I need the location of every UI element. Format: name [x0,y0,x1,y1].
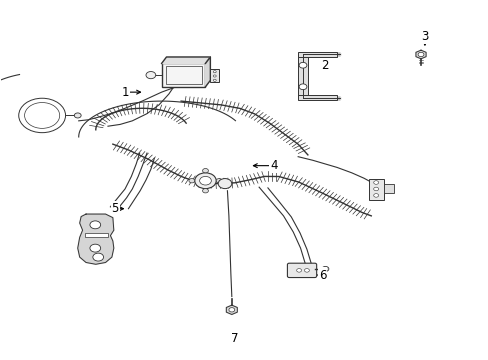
Circle shape [373,194,378,197]
Bar [84,233,108,237]
Polygon shape [161,57,210,63]
Circle shape [93,253,103,261]
Circle shape [188,179,194,183]
Bar [384,184,393,193]
Text: 3: 3 [420,30,427,43]
Text: 2: 2 [321,59,328,72]
Polygon shape [298,51,336,57]
Circle shape [90,221,101,229]
Circle shape [299,62,306,68]
Circle shape [304,269,309,272]
Circle shape [74,113,81,118]
Text: 1: 1 [121,86,128,99]
Bar [165,66,201,84]
Circle shape [202,189,208,193]
Circle shape [90,244,101,252]
Polygon shape [415,50,425,59]
Circle shape [417,52,423,57]
Circle shape [199,176,211,185]
Circle shape [322,266,328,271]
Text: 7: 7 [230,332,238,345]
Bar [210,69,219,82]
Circle shape [146,72,156,79]
Circle shape [228,308,234,312]
Circle shape [216,179,222,183]
Bar [161,63,205,87]
Circle shape [296,269,301,272]
Text: 4: 4 [269,159,277,172]
Polygon shape [298,54,307,98]
Bar [368,179,384,200]
Circle shape [373,181,378,184]
Circle shape [299,84,306,90]
Polygon shape [226,305,237,315]
Circle shape [373,187,378,191]
Polygon shape [298,95,336,100]
Text: 6: 6 [318,269,325,282]
Circle shape [213,71,216,73]
Text: 5: 5 [111,202,119,215]
Circle shape [202,168,208,173]
Circle shape [218,179,231,189]
Circle shape [213,75,216,77]
Circle shape [213,79,216,81]
Polygon shape [205,57,210,87]
Polygon shape [78,214,114,264]
Circle shape [194,173,216,189]
FancyBboxPatch shape [287,263,316,278]
